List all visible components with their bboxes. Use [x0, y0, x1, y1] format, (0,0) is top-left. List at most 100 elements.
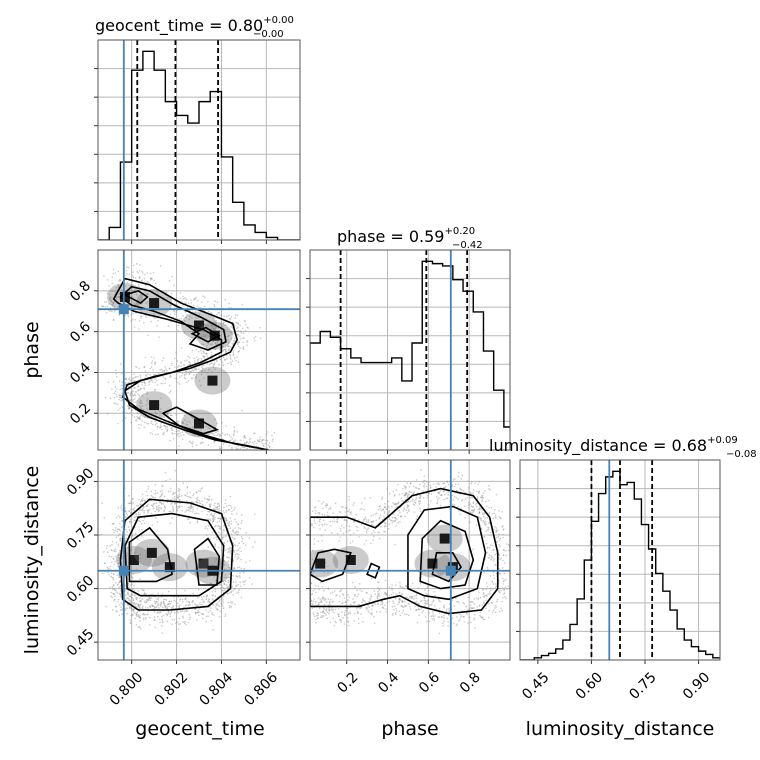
sample-point — [182, 615, 184, 618]
sample-point — [172, 508, 175, 511]
sample-point — [120, 507, 122, 509]
sample-point — [120, 537, 123, 540]
sample-point — [143, 593, 146, 596]
sample-point — [132, 573, 134, 575]
sample-point — [141, 588, 143, 591]
sample-point — [213, 441, 216, 444]
sample-point — [177, 432, 180, 435]
sample-point — [404, 613, 406, 616]
sample-point — [494, 564, 497, 566]
sample-point — [129, 520, 132, 523]
sample-point — [212, 594, 215, 597]
sample-point — [180, 375, 183, 377]
sample-point — [501, 511, 504, 513]
density-geocent-time-vs-phase-marks — [98, 250, 300, 450]
sample-point — [224, 298, 227, 301]
sample-point — [157, 604, 159, 607]
tick-label-y-phase: 0.6 — [67, 319, 94, 346]
sample-point — [473, 598, 476, 600]
sample-point — [502, 536, 504, 539]
sample-point — [320, 534, 323, 537]
sample-point — [271, 440, 274, 443]
sample-point — [196, 501, 198, 504]
sample-point — [185, 302, 187, 304]
sample-point — [398, 493, 401, 496]
sample-point — [470, 604, 472, 607]
sample-point — [404, 605, 407, 608]
sample-point — [236, 314, 239, 316]
sample-point — [158, 372, 160, 375]
sample-point — [232, 529, 234, 532]
sample-point — [100, 533, 103, 536]
sample-point — [150, 366, 153, 368]
sample-point — [335, 621, 337, 624]
sample-point — [155, 379, 158, 382]
sample-point — [321, 616, 323, 618]
sample-point — [147, 613, 149, 615]
sample-point — [388, 511, 390, 513]
sample-point — [120, 526, 123, 528]
sample-point — [164, 598, 166, 601]
sample-point — [124, 285, 127, 287]
sample-point — [127, 583, 130, 585]
sample-point — [166, 613, 169, 616]
sample-point — [201, 370, 203, 373]
sample-point — [230, 505, 232, 507]
sample-point — [198, 368, 200, 371]
sample-point — [160, 368, 163, 371]
sample-point — [148, 616, 151, 619]
sample-point — [336, 521, 339, 524]
sample-point — [352, 601, 355, 604]
sample-point — [187, 621, 190, 624]
sample-point — [313, 598, 315, 600]
sample-point — [212, 433, 215, 435]
sample-point — [139, 376, 142, 378]
sample-point — [385, 594, 388, 596]
sample-point — [215, 343, 218, 346]
sample-point — [218, 517, 221, 519]
sample-point — [479, 496, 482, 499]
sample-point — [169, 522, 172, 524]
sample-point — [132, 577, 134, 579]
sample-point — [111, 276, 114, 279]
sample-point — [133, 398, 136, 400]
sample-point — [129, 549, 132, 552]
sample-point — [401, 600, 403, 602]
sample-point — [214, 300, 216, 302]
sample-point — [103, 300, 106, 303]
sample-point — [386, 513, 389, 515]
sample-point — [228, 434, 231, 437]
sample-point — [499, 537, 502, 540]
sample-point — [210, 503, 212, 505]
sample-point — [219, 610, 222, 613]
sample-point — [403, 605, 406, 607]
sample-point — [347, 621, 350, 624]
sample-point — [318, 513, 321, 515]
sample-point — [175, 311, 177, 314]
sample-point — [125, 528, 127, 531]
sample-point — [263, 445, 265, 447]
sample-point — [197, 307, 200, 309]
sample-point — [150, 490, 153, 493]
sample-point — [403, 508, 406, 510]
sample-point — [118, 562, 120, 565]
sample-point — [478, 604, 481, 607]
sample-point — [139, 415, 141, 417]
sample-point — [171, 623, 174, 626]
sample-point — [416, 621, 419, 624]
sample-point — [178, 606, 181, 609]
sample-point — [113, 598, 116, 601]
sample-point — [227, 560, 230, 563]
sample-point — [478, 511, 481, 514]
sample-point — [191, 600, 194, 603]
sample-point — [236, 343, 239, 346]
sample-point — [136, 596, 138, 599]
sample-point — [443, 487, 446, 489]
sample-point — [257, 440, 259, 442]
sample-point — [163, 603, 166, 605]
sample-point — [371, 605, 373, 608]
sample-point — [427, 504, 430, 506]
sample-point — [213, 316, 215, 319]
sample-point — [475, 524, 478, 526]
sample-point — [156, 426, 159, 428]
